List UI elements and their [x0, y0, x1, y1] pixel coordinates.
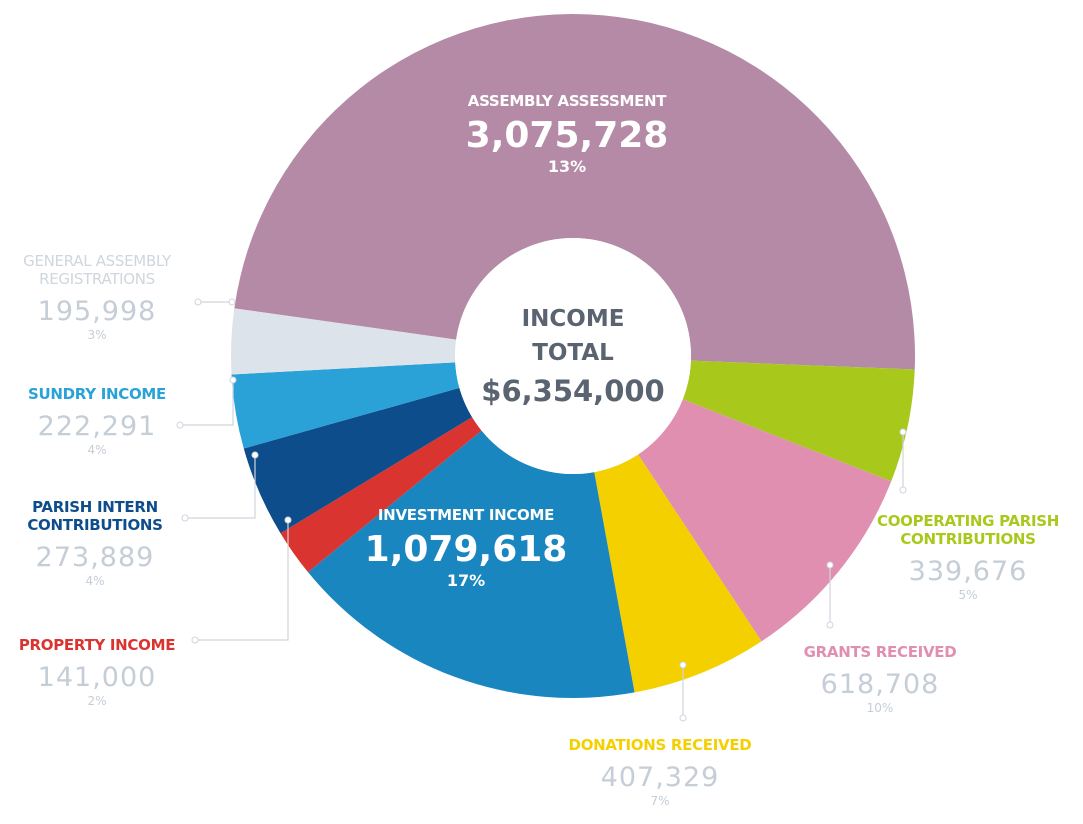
slice: [234, 13, 916, 370]
leader-line: [180, 380, 234, 426]
slice-label: ASSEMBLY ASSESSMENT 3,075,728 13%: [417, 92, 717, 176]
category-label: GRANTS RECEIVED: [803, 643, 957, 661]
slice: [231, 308, 457, 375]
slice: [682, 360, 915, 482]
slice-label: DONATIONS RECEIVED 407,329 7%: [550, 736, 770, 809]
slice-label: PARISH INTERN CONTRIBUTIONS 273,889 4%: [10, 498, 180, 589]
value-label: 339,676: [908, 556, 1028, 587]
leader-dot: [899, 486, 907, 494]
category-label: GENERAL ASSEMBLY REGISTRATIONS: [23, 252, 171, 288]
slice: [594, 454, 762, 693]
percent-label: 10%: [866, 701, 894, 716]
center-label: TOTAL: [532, 340, 614, 366]
center-hole: [455, 238, 691, 474]
leader-line: [195, 520, 289, 641]
slice-label: SUNDRY INCOME 222,291 4%: [2, 385, 192, 458]
value-label: 3,075,728: [465, 115, 669, 156]
category-label: COOPERATING PARISH CONTRIBUTIONS: [877, 512, 1059, 548]
percent-label: 5%: [958, 588, 978, 603]
leader-dot: [826, 561, 834, 569]
slice-label: PROPERTY INCOME 141,000 2%: [2, 636, 192, 709]
leader-dot: [679, 661, 687, 669]
leader-line: [185, 455, 256, 519]
leader-dot: [229, 376, 237, 384]
leader-dot: [899, 428, 907, 436]
slice-label: COOPERATING PARISH CONTRIBUTIONS 339,676 5…: [868, 512, 1068, 603]
leader-dot: [176, 421, 184, 429]
percent-label: 2%: [87, 694, 107, 709]
slice: [307, 430, 635, 698]
leader-dot: [191, 636, 199, 644]
leader-dot: [251, 451, 259, 459]
slice: [638, 399, 892, 642]
leader-dot: [181, 514, 189, 522]
category-label: ASSEMBLY ASSESSMENT: [467, 92, 667, 110]
value-label: 407,329: [600, 762, 720, 793]
category-label: INVESTMENT INCOME: [377, 506, 555, 524]
value-label: 195,998: [37, 296, 157, 327]
leader-dot: [826, 621, 834, 629]
leader-dot: [679, 714, 687, 722]
category-label: PARISH INTERN CONTRIBUTIONS: [27, 498, 163, 534]
category-label: DONATIONS RECEIVED: [568, 736, 752, 754]
slice-label: INVESTMENT INCOME 1,079,618 17%: [346, 506, 586, 590]
value-label: 222,291: [37, 411, 157, 442]
value-label: 273,889: [35, 542, 155, 573]
slice-label: GENERAL ASSEMBLY REGISTRATIONS 195,998 3%: [0, 252, 197, 343]
category-label: SUNDRY INCOME: [28, 385, 166, 403]
percent-label: 3%: [87, 328, 107, 343]
center-total: $6,354,000: [481, 374, 665, 408]
value-label: 618,708: [820, 669, 940, 700]
leader-dot: [284, 516, 292, 524]
percent-label: 4%: [85, 574, 105, 589]
leader-dot: [228, 298, 236, 306]
percent-label: 4%: [87, 443, 107, 458]
slice: [243, 387, 473, 534]
leader-dot: [194, 298, 202, 306]
value-label: 1,079,618: [364, 529, 568, 570]
category-label: PROPERTY INCOME: [18, 636, 176, 654]
percent-label: 13%: [547, 157, 587, 177]
percent-label: 7%: [650, 794, 670, 809]
value-label: 141,000: [37, 662, 157, 693]
slice-label: GRANTS RECEIVED 618,708 10%: [780, 643, 980, 716]
slice: [280, 417, 482, 573]
slice: [231, 362, 460, 449]
percent-label: 17%: [446, 571, 486, 591]
center-label: INCOME: [521, 306, 625, 332]
